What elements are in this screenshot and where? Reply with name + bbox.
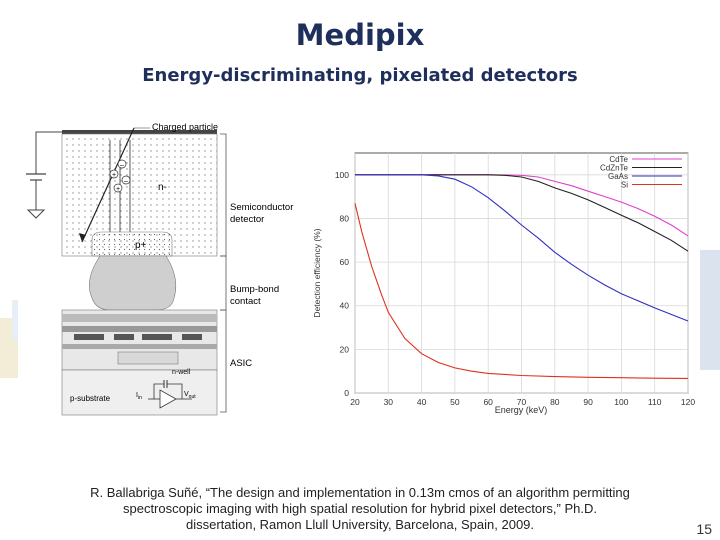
label-semiconductor-1: Semiconductor (230, 202, 293, 213)
label-bump-2: contact (230, 296, 261, 307)
y-tick-label: 80 (340, 213, 350, 223)
label-n-well: n-well (172, 369, 191, 376)
x-tick-label: 30 (384, 397, 394, 407)
svg-text:–: – (120, 162, 124, 169)
slide-subtitle: Energy-discriminating, pixelated detecto… (142, 65, 578, 86)
slide-title: Medipix (295, 18, 425, 52)
citation-line-2: spectroscopic imaging with high spatial … (122, 501, 597, 516)
x-tick-label: 120 (681, 397, 695, 407)
y-tick-label: 0 (344, 388, 349, 398)
label-bump-1: Bump-bond (230, 284, 279, 295)
detector-diagram: – + – + Charged particle n- p+ Semicondu… (26, 122, 293, 416)
label-v-out: Vout (184, 391, 196, 400)
x-axis-label: Energy (keV) (495, 405, 548, 415)
label-p-plus: p+ (135, 240, 147, 251)
y-axis-label: Detection efficiency (%) (312, 228, 322, 317)
y-tick-label: 20 (340, 344, 350, 354)
citation-line-1: R. Ballabriga Suñé, “The design and impl… (90, 485, 630, 500)
label-n-minus: n- (158, 182, 167, 193)
x-tick-label: 20 (350, 397, 360, 407)
series-line-gaas (355, 174, 689, 322)
bump-bond (89, 255, 177, 311)
svg-text:+: + (116, 186, 120, 193)
label-i-in: Iin (136, 392, 142, 401)
x-tick-label: 40 (417, 397, 427, 407)
legend-label: Si (621, 181, 628, 190)
legend-label: CdTe (609, 155, 628, 164)
label-p-substrate: p-substrate (70, 394, 111, 403)
y-tick-label: 60 (340, 257, 350, 267)
x-tick-label: 50 (450, 397, 460, 407)
citation: R. Ballabriga Suñé, “The design and impl… (60, 485, 660, 533)
svg-text:–: – (124, 178, 128, 185)
x-tick-label: 80 (550, 397, 560, 407)
label-charged-particle: Charged particle (152, 122, 218, 132)
x-tick-label: 100 (614, 397, 628, 407)
y-tick-label: 100 (335, 170, 349, 180)
label-asic: ASIC (230, 358, 252, 369)
y-tick-label: 40 (340, 301, 350, 311)
label-semiconductor-2: detector (230, 214, 264, 225)
x-tick-label: 60 (483, 397, 493, 407)
svg-text:+: + (112, 172, 116, 179)
x-tick-label: 90 (583, 397, 593, 407)
x-tick-label: 110 (648, 397, 662, 407)
legend-label: CdZnTe (600, 164, 629, 173)
p-plus-implant (91, 231, 173, 257)
legend-label: GaAs (608, 172, 628, 181)
series-line-si (354, 203, 689, 379)
series-line-cdznte (355, 174, 689, 252)
page-number: 15 (696, 521, 712, 537)
x-tick-label: 70 (517, 397, 527, 407)
citation-line-3: dissertation, Ramon Llull University, Ba… (185, 517, 535, 532)
